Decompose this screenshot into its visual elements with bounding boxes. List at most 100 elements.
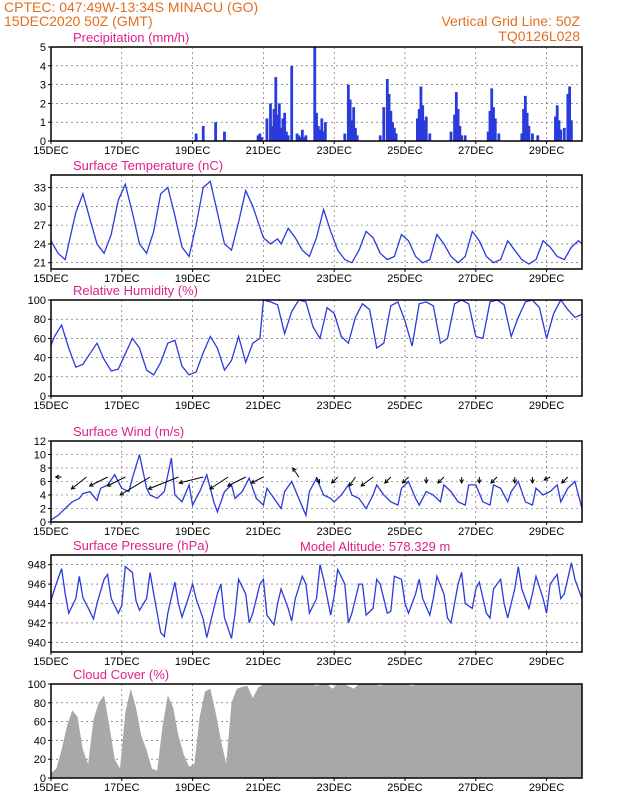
wind-arrow [119,476,151,496]
precip-bar [297,135,301,141]
x-tick-label: 15DEC [33,782,69,794]
x-tick-label: 17DEC [104,273,140,285]
x-tick-label: 17DEC [104,782,140,794]
y-tick-label: 10 [34,450,46,462]
precip-bar [270,125,274,141]
precip-bar [260,137,264,141]
y-tick-label: 940 [28,637,46,649]
wind-arrow-head [530,479,535,485]
wind-arrow [316,476,320,484]
wind-arrow [209,476,229,490]
wind-arrow-head [209,485,215,490]
precip-bar [302,137,306,141]
x-tick-label: 25DEC [387,273,423,285]
precip-bar [458,125,462,141]
precip-bar [274,77,278,141]
precip-bar [536,135,540,141]
x-tick-label: 19DEC [175,526,211,538]
x-tick-label: 19DEC [175,145,211,157]
precip-bar [315,112,318,141]
x-tick-label: 29DEC [529,400,565,412]
precip-bar [323,122,327,141]
precip-bar [355,135,359,141]
wind-arrow-head [250,479,256,484]
y-tick-label: 0 [40,391,46,403]
header-station: CPTEC: 047:49W-13:34S MINACU (GO) [4,0,258,15]
y-tick-label: 948 [28,560,46,572]
precip-bar [322,131,325,141]
precip-bar [522,109,525,141]
wind-arrow [349,476,356,487]
x-tick-label: 17DEC [104,400,140,412]
x-tick-label: 19DEC [175,273,211,285]
wind-arrow-head [360,482,366,487]
x-tick-label: 23DEC [316,400,352,412]
y-tick-label: 4 [40,61,46,73]
x-tick-label: 23DEC [316,782,352,794]
y-tick-label: 0 [40,136,46,148]
y-tick-label: 40 [34,735,46,747]
y-tick-label: 2 [40,504,46,516]
panel-frame [50,299,583,397]
x-tick-label: 15DEC [33,656,69,668]
wind-arrow-head [384,479,389,484]
x-tick-label: 21DEC [246,526,282,538]
precip-bar [320,118,324,141]
precip-bar [492,107,495,141]
precip-bar [281,118,285,141]
pres-title: Surface Pressure (hPa) [73,538,209,553]
x-tick-label: 15DEC [33,273,69,285]
wind-arrow [490,476,498,484]
precip-bar [304,135,308,141]
x-tick-label: 29DEC [529,273,565,285]
precip-bar [562,127,566,141]
y-tick-label: 0 [40,517,46,529]
precip-bar [313,47,317,141]
precip-bar [269,103,272,141]
y-tick-label: 27 [34,220,46,232]
x-tick-label: 21DEC [246,273,282,285]
x-tick-label: 27DEC [458,656,494,668]
y-tick-label: 100 [28,679,46,691]
precip-bar [527,125,531,141]
x-tick-label: 15DEC [33,400,69,412]
wind-arrow [71,476,87,490]
precip-bar [276,114,279,141]
x-tick-label: 15DEC [33,145,69,157]
precip-bar [569,120,573,141]
wind-arrow [148,476,179,490]
x-tick-label: 17DEC [104,145,140,157]
wind-arrow-head [348,481,354,487]
precip-bar [531,133,534,141]
temp-title: Surface Temperature (nC) [73,158,223,173]
wind-arrow [384,476,392,484]
precip-bar [419,86,423,141]
precip-bar [392,127,396,141]
precip-bar [286,135,290,141]
x-tick-label: 27DEC [458,526,494,538]
precip-bar [520,133,524,141]
wind-arrow-head [178,479,184,485]
panel-frame [50,174,583,270]
precip-bar [201,125,205,141]
precip-bar [300,129,304,141]
wind-arrow-head [106,482,112,487]
precip-bar [299,137,302,141]
x-tick-label: 21DEC [246,656,282,668]
precip-bar [559,129,563,141]
precip-bar [453,114,456,141]
precip-bar [295,133,299,141]
x-tick-label: 19DEC [175,782,211,794]
wind-arrow-head [401,479,407,484]
precip-bar [554,116,557,141]
y-tick-label: 40 [34,353,46,365]
x-tick-label: 25DEC [387,145,423,157]
cloud-cover-area [51,684,582,778]
wind-arrow-head [331,479,336,484]
x-tick-label: 15DEC [33,526,69,538]
y-tick-label: 8 [40,463,46,475]
header-grid-line: Vertical Grid Line: 50Z [441,13,580,29]
x-tick-label: 25DEC [387,400,423,412]
precip-bar [525,112,529,141]
y-tick-label: 20 [34,372,46,384]
